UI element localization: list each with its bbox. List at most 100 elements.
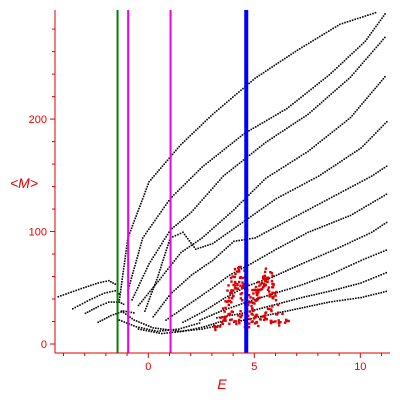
data-point	[148, 298, 151, 300]
data-point	[147, 183, 149, 185]
data-point	[326, 169, 328, 172]
data-point	[369, 93, 371, 96]
data-point	[199, 268, 201, 270]
data-point	[362, 281, 365, 283]
data-point	[154, 283, 156, 286]
data-point	[293, 238, 296, 241]
data-point	[303, 116, 305, 118]
data-point	[235, 207, 237, 209]
data-point	[254, 288, 257, 292]
data-point	[313, 279, 316, 282]
data-point	[228, 274, 231, 276]
data-point	[231, 242, 233, 244]
data-point	[306, 282, 309, 284]
data-point	[360, 147, 362, 149]
data-point	[323, 200, 326, 202]
data-point	[333, 272, 335, 274]
data-point	[198, 312, 201, 315]
data-point	[125, 322, 128, 324]
data-point	[264, 70, 267, 72]
data-point	[365, 257, 367, 260]
data-point	[139, 282, 141, 284]
data-point	[343, 81, 346, 83]
data-point	[219, 316, 222, 319]
data-point	[211, 259, 214, 262]
data-point	[233, 280, 237, 284]
data-point	[251, 313, 254, 316]
data-point	[354, 151, 356, 153]
data-point	[121, 275, 124, 278]
data-point	[304, 93, 306, 95]
data-point	[177, 330, 180, 332]
data-point	[162, 274, 164, 277]
data-point	[273, 64, 275, 67]
data-point	[286, 300, 288, 303]
data-point	[166, 202, 168, 204]
data-point	[167, 329, 169, 331]
data-point	[191, 244, 194, 246]
data-point	[262, 277, 265, 280]
data-point	[142, 329, 145, 331]
x-tick-label: 5	[251, 361, 257, 373]
data-point	[248, 154, 251, 156]
data-point	[339, 161, 341, 163]
data-point	[217, 254, 220, 256]
data-point	[129, 280, 132, 282]
data-point	[260, 208, 263, 210]
data-point	[311, 110, 313, 112]
data-point	[324, 77, 327, 79]
data-point	[384, 122, 386, 125]
data-point	[371, 136, 373, 138]
data-point	[146, 303, 149, 305]
data-point	[207, 231, 209, 234]
y-tick-label: 200	[29, 114, 47, 126]
data-point	[252, 214, 254, 216]
data-point	[366, 38, 368, 40]
data-point	[254, 260, 257, 262]
data-point	[213, 326, 217, 329]
data-point	[367, 36, 370, 38]
data-point	[288, 219, 291, 221]
data-point	[144, 310, 146, 312]
data-point	[242, 159, 245, 161]
data-point	[219, 221, 221, 223]
data-point	[217, 181, 219, 183]
data-point	[207, 161, 209, 164]
data-point	[326, 96, 329, 99]
data-point	[318, 292, 320, 295]
data-point	[309, 149, 311, 151]
data-point	[256, 293, 259, 296]
data-point	[213, 185, 216, 187]
data-point	[284, 310, 287, 313]
data-point	[129, 316, 131, 318]
data-point	[157, 274, 160, 276]
data-point	[303, 262, 305, 264]
data-point	[353, 263, 355, 265]
data-point	[279, 111, 281, 114]
data-point	[184, 306, 186, 308]
data-point	[278, 291, 281, 293]
data-point	[364, 40, 367, 42]
data-point	[230, 310, 233, 313]
data-point	[279, 131, 282, 134]
data-point	[253, 282, 256, 285]
data-point	[224, 233, 227, 236]
data-point	[161, 303, 164, 306]
data-point	[148, 330, 150, 332]
data-point	[192, 272, 195, 275]
data-point	[140, 327, 143, 329]
data-point	[266, 277, 270, 281]
data-point	[345, 216, 347, 219]
data-point	[321, 225, 323, 228]
data-point	[227, 284, 230, 287]
data-point	[373, 230, 375, 232]
data-point	[168, 239, 171, 242]
data-point	[275, 313, 278, 316]
data-point	[328, 274, 331, 276]
data-point	[357, 107, 360, 109]
data-point	[271, 274, 274, 277]
data-point	[188, 245, 191, 248]
data-point	[236, 164, 239, 166]
data-point	[384, 36, 386, 39]
